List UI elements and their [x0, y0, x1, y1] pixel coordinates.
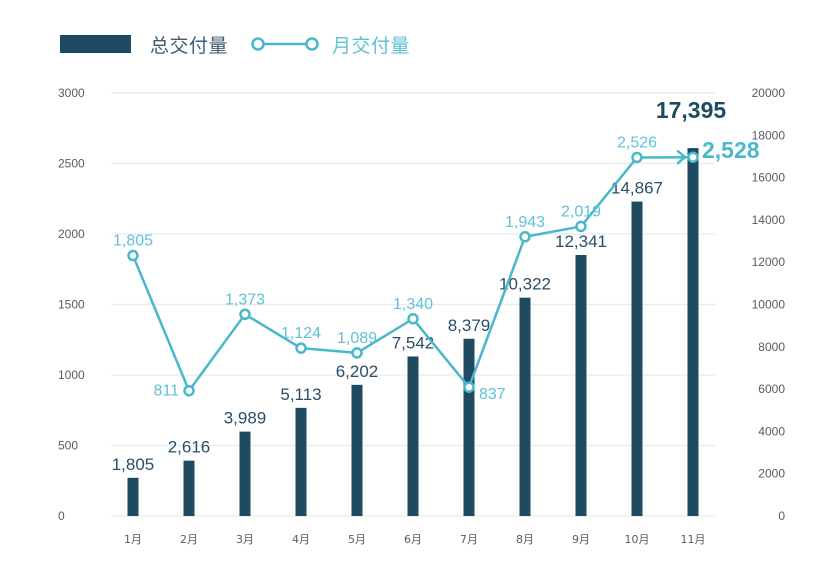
y-left-tick-label: 2000: [58, 227, 85, 241]
line-point: [127, 249, 139, 262]
line-point: [407, 313, 419, 325]
line-label: 1,373: [225, 291, 265, 308]
y-right-tick-label: 6000: [758, 382, 785, 396]
y-right-tick-label: 12000: [752, 255, 786, 269]
line-label: 1,124: [281, 325, 321, 342]
bar-labels: 1,805 2,616 3,989 5,113 6,202 7,542 8,379 10,32…: [112, 97, 727, 474]
legend-bar-swatch-icon: [60, 35, 131, 53]
y-axis-right: 0 2000 4000 6000 8000 10000 12000 14000 16000 180…: [752, 86, 786, 523]
bar-label: 5,113: [280, 385, 321, 404]
bar-label: 6,202: [336, 362, 379, 381]
line-point: [351, 347, 363, 359]
x-tick-label: 6月: [404, 533, 422, 546]
bar: [687, 148, 699, 516]
line-label: 837: [479, 386, 506, 403]
y-left-tick-label: 1500: [58, 298, 85, 312]
legend-line-marker-icon: [251, 37, 319, 51]
line-label: 1,805: [113, 233, 153, 250]
bar-label: 7,542: [392, 333, 435, 352]
x-tick-label: 3月: [236, 533, 254, 546]
x-tick-label: 1月: [124, 533, 142, 546]
bar: [575, 254, 587, 516]
line-point: [295, 342, 307, 354]
line-point: [239, 308, 251, 321]
y-left-tick-label: 2500: [58, 157, 85, 171]
line-point: [183, 384, 195, 397]
bar: [183, 460, 195, 516]
bar: [407, 356, 419, 516]
y-right-tick-label: 20000: [752, 86, 786, 100]
line-label: 2,019: [561, 203, 601, 220]
legend: 总交付量 月交付量: [60, 28, 410, 60]
x-tick-label: 10月: [625, 533, 650, 546]
y-axis-left: 0 500 1000 1500 2000 2500 3000: [58, 86, 85, 523]
y-right-tick-label: 2000: [758, 467, 785, 481]
bar-label: 10,322: [499, 275, 551, 294]
x-tick-label: 7月: [460, 533, 478, 546]
y-left-tick-label: 0: [58, 509, 65, 523]
bar-label: 8,379: [448, 316, 491, 335]
bar: [295, 407, 307, 516]
y-right-tick-label: 14000: [752, 213, 786, 227]
line-labels: 1,805 811 1,373 1,124 1,089 1,340 837 1,943 2,01…: [113, 134, 760, 403]
line-series-monthly: [127, 149, 699, 397]
y-right-tick-label: 0: [778, 509, 785, 523]
y-right-tick-label: 10000: [752, 298, 786, 312]
x-tick-label: 9月: [572, 533, 590, 546]
bar: [463, 338, 475, 516]
bar-label-highlight: 17,395: [656, 97, 727, 123]
legend-label-total: 总交付量: [150, 34, 229, 57]
arrowhead-icon: [676, 149, 687, 165]
bar-label: 1,805: [112, 455, 155, 474]
line-label-highlight: 2,528: [702, 137, 760, 163]
x-axis: 1月 2月 3月 4月 5月 6月 7月 8月 9月 10月 11月: [124, 533, 706, 546]
x-tick-label: 5月: [348, 533, 366, 546]
line-point: [631, 151, 643, 164]
line-label: 811: [153, 383, 179, 400]
line-point: [575, 220, 587, 233]
bar: [519, 297, 531, 516]
line-label: 1,089: [337, 330, 377, 347]
line-point: [687, 151, 699, 163]
bar-series-total: [127, 148, 699, 517]
bar-label: 3,989: [224, 409, 267, 428]
bar: [351, 384, 363, 516]
y-right-tick-label: 4000: [758, 424, 785, 438]
legend-label-monthly: 月交付量: [332, 34, 411, 57]
y-right-tick-label: 16000: [752, 171, 786, 185]
y-right-tick-label: 8000: [758, 340, 785, 354]
bar-label: 14,867: [611, 179, 663, 198]
y-left-tick-label: 500: [58, 439, 78, 453]
x-tick-label: 4月: [292, 533, 310, 546]
line-label: 2,526: [617, 134, 657, 151]
line-point: [519, 231, 531, 243]
bar: [127, 477, 139, 516]
line-point: [463, 381, 475, 393]
x-tick-label: 2月: [180, 533, 198, 546]
y-left-tick-label: 1000: [58, 368, 85, 382]
bar-label: 12,341: [555, 232, 607, 251]
bar-label: 2,616: [168, 438, 211, 457]
x-tick-label: 11月: [681, 533, 706, 546]
line-path: [131, 155, 694, 392]
bar: [631, 201, 643, 517]
line-label: 1,340: [393, 296, 433, 313]
y-left-tick-label: 3000: [58, 86, 85, 100]
x-tick-label: 8月: [516, 533, 534, 546]
line-label: 1,943: [505, 214, 545, 231]
bar: [239, 431, 251, 516]
y-right-tick-label: 18000: [752, 128, 786, 142]
